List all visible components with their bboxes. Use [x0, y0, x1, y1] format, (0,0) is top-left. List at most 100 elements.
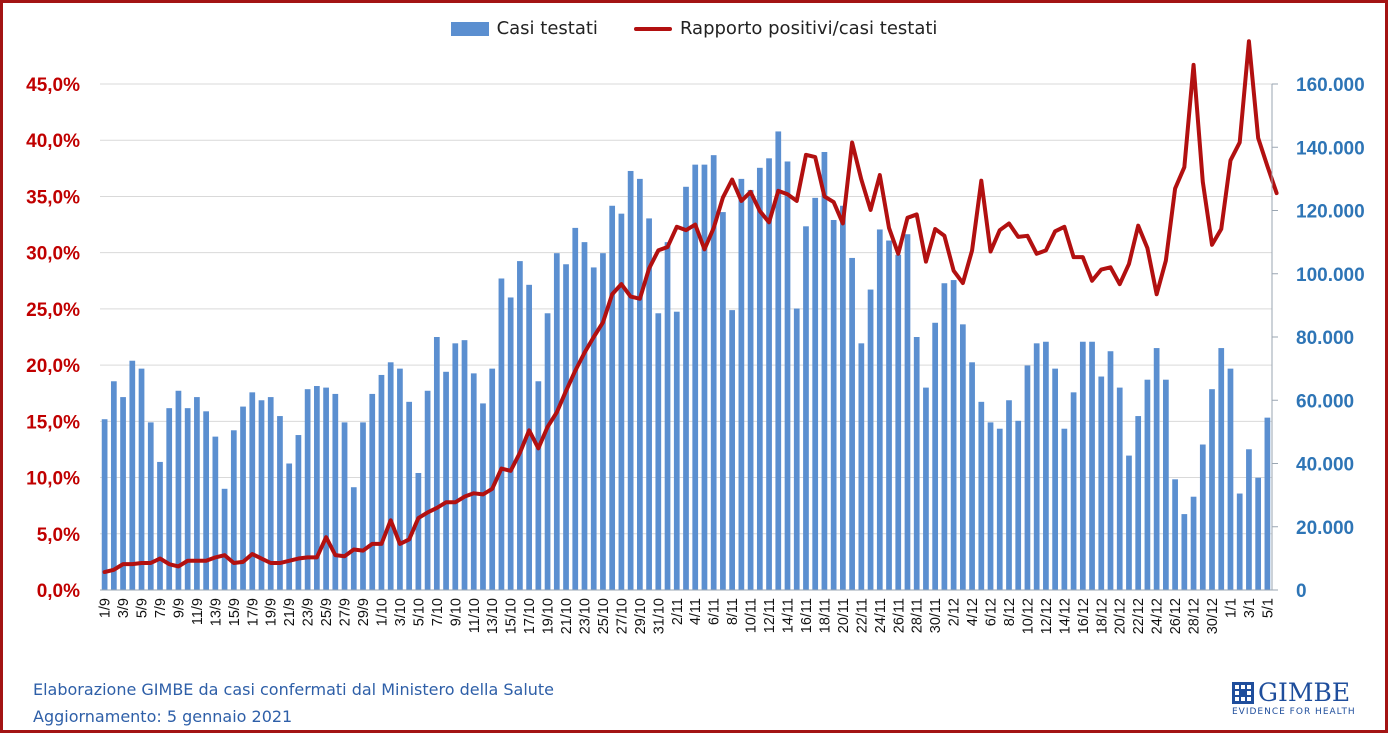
x-tick-label: 27/9 — [338, 598, 354, 626]
x-tick-label: 11/10 — [467, 598, 483, 633]
x-tick-label: 19/9 — [264, 598, 280, 626]
x-tick-label: 23/9 — [301, 598, 317, 626]
bar — [323, 387, 329, 590]
x-tick-label: 1/1 — [1223, 598, 1239, 618]
x-tick-label: 3/1 — [1242, 598, 1258, 618]
bar — [876, 229, 883, 590]
bar — [424, 390, 431, 590]
bar — [341, 422, 348, 590]
x-tick-label: 25/9 — [319, 598, 335, 626]
x-tick-label: 11/9 — [190, 598, 206, 625]
legend-swatch-line — [633, 26, 672, 31]
bar — [1089, 341, 1095, 590]
x-tick-label: 26/11 — [891, 598, 907, 633]
bar — [803, 226, 809, 590]
x-tick-label: 29/10 — [633, 598, 649, 634]
x-tick-label: 3/9 — [116, 598, 132, 618]
x-tick-label: 12/12 — [1039, 598, 1055, 634]
x-tick-label: 18/12 — [1094, 598, 1110, 634]
bar — [812, 197, 819, 590]
bar — [406, 401, 413, 590]
bar — [978, 401, 985, 590]
left-axis: 0,0% 5,0% 10,0% 15,0% 20,0% 25,0% 30,0% 35,0% 40… — [26, 75, 80, 602]
x-tick-label: 24/11 — [873, 598, 889, 633]
x-tick-label: 5/9 — [135, 598, 151, 618]
bar — [230, 430, 237, 590]
bar — [184, 408, 191, 590]
bar — [849, 257, 855, 590]
bar — [923, 387, 929, 590]
bar — [535, 381, 542, 590]
left-tick-label: 0,0% — [37, 581, 80, 602]
bar — [166, 408, 173, 590]
bar — [1043, 341, 1049, 590]
bar — [1098, 376, 1105, 590]
x-tick-label: 19/10 — [541, 598, 557, 634]
x-tick-label: 14/12 — [1057, 598, 1073, 634]
bar — [904, 234, 911, 590]
bar — [1190, 496, 1197, 590]
bar — [461, 340, 468, 590]
bar — [1209, 389, 1215, 590]
bar — [655, 313, 662, 590]
bar — [452, 343, 459, 590]
x-tick-label: 26/12 — [1168, 598, 1184, 634]
bar — [350, 487, 357, 590]
bar — [489, 368, 496, 591]
bar — [609, 205, 616, 590]
left-tick-label: 30,0% — [26, 244, 80, 265]
ratio-line — [102, 39, 1279, 575]
bar — [701, 164, 708, 590]
chart-legend: Casi testati Rapporto positivi/casi test… — [0, 18, 1388, 39]
bar — [1107, 351, 1114, 590]
right-tick-label: 120.000 — [1296, 202, 1365, 223]
bar-series — [101, 131, 1271, 591]
bar — [720, 212, 726, 590]
left-tick-label: 45,0% — [26, 75, 80, 96]
bar — [277, 416, 283, 590]
x-tick-label: 17/10 — [522, 598, 538, 634]
bar — [157, 461, 163, 590]
bar — [913, 337, 920, 590]
bar — [1033, 343, 1040, 590]
legend-swatch-bars — [450, 21, 489, 36]
bar — [249, 392, 256, 590]
bar — [267, 397, 274, 590]
bar — [1116, 387, 1123, 590]
bar — [304, 389, 311, 590]
bar — [526, 284, 532, 590]
x-tick-label: 15/10 — [504, 598, 520, 634]
gimbe-logo: GIMBE EVIDENCE FOR HEALTH — [1232, 680, 1362, 717]
bar — [775, 131, 782, 590]
right-tick-label: 40.000 — [1296, 455, 1354, 476]
bar — [397, 368, 403, 591]
legend-item-bars: Casi testati — [450, 18, 598, 39]
bar — [996, 428, 1003, 590]
gimbe-mark-icon — [1232, 681, 1254, 704]
right-tick-label: 60.000 — [1296, 391, 1354, 412]
x-tick-label: 7/10 — [430, 598, 446, 626]
x-tick-label: 2/11 — [670, 598, 686, 625]
bar — [600, 253, 606, 590]
footer-line-1: Elaborazione GIMBE da casi confermati da… — [33, 680, 555, 699]
bar — [932, 322, 939, 590]
bar — [646, 218, 652, 590]
right-tick-label: 0 — [1296, 581, 1307, 602]
bar — [692, 164, 699, 590]
bar — [710, 155, 717, 590]
right-axis: 0 20.000 40.000 60.000 80.000 100.000 120.000 1… — [1271, 75, 1365, 602]
left-tick-label: 5,0% — [37, 525, 80, 546]
bar — [1126, 455, 1132, 590]
bar — [1006, 400, 1012, 590]
bar — [563, 264, 569, 590]
bar — [637, 178, 643, 591]
x-tick-label: 29/9 — [356, 598, 372, 626]
x-tick-label: 8/11 — [725, 598, 741, 625]
bar — [618, 213, 625, 590]
x-tick-label: 1/10 — [374, 598, 390, 626]
bar — [221, 488, 228, 590]
bar — [286, 463, 293, 590]
bar — [895, 254, 902, 590]
bar — [553, 253, 560, 590]
